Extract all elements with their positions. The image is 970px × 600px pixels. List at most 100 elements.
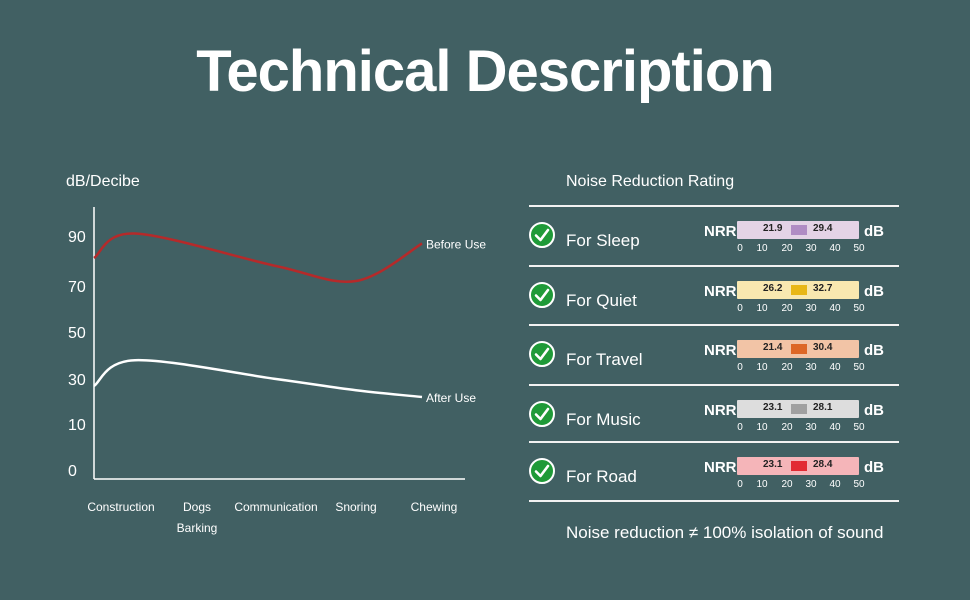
nrr-scale: 0 10 20 30 40 50	[737, 303, 865, 315]
scale-tick: 40	[829, 243, 841, 254]
nrr-value-high: 28.1	[813, 402, 833, 413]
scale-tick: 10	[756, 243, 768, 254]
nrr-label: NRR	[704, 402, 737, 419]
series-label: After Use	[426, 391, 476, 405]
nrr-row: For Sleep NRR 21.9 29.4 dB 0 10 20 30 40 50	[529, 207, 899, 264]
db-label: dB	[864, 459, 884, 476]
nrr-scale: 0 10 20 30 40 50	[737, 362, 865, 374]
y-tick-label: 10	[68, 417, 86, 434]
scale-tick: 50	[853, 243, 865, 254]
nrr-rating-bar: 23.1 28.1	[737, 400, 859, 418]
scale-tick: 0	[737, 479, 743, 490]
nrr-scale: 0 10 20 30 40 50	[737, 243, 865, 255]
scale-tick: 40	[829, 303, 841, 314]
scale-tick: 50	[853, 479, 865, 490]
y-tick-label: 50	[68, 325, 86, 342]
nrr-label: NRR	[704, 223, 737, 240]
scale-tick: 30	[805, 362, 817, 373]
nrr-row-label: For Music	[566, 410, 641, 429]
nrr-section-title: Noise Reduction Rating	[566, 173, 735, 190]
nrr-swatch	[791, 404, 807, 414]
nrr-rating-bar: 26.2 32.7	[737, 281, 859, 299]
y-tick-label: 30	[68, 372, 86, 389]
x-tick-label: Communication	[234, 500, 317, 514]
x-tick-label: Construction	[87, 500, 154, 514]
nrr-row-label: For Travel	[566, 350, 643, 369]
noise-level-chart: 0 10 30 50 70 90 Construction Dogs Barking Commu…	[68, 207, 486, 535]
db-label: dB	[864, 223, 884, 240]
scale-tick: 30	[805, 303, 817, 314]
row-divider	[529, 500, 899, 502]
scale-tick: 20	[781, 303, 793, 314]
x-tick-label: Chewing	[411, 500, 458, 514]
scale-tick: 50	[853, 362, 865, 373]
nrr-rating-bar: 21.4 30.4	[737, 340, 859, 358]
scale-tick: 10	[756, 303, 768, 314]
db-label: dB	[864, 283, 884, 300]
y-tick-label: 0	[68, 463, 77, 480]
nrr-label: NRR	[704, 342, 737, 359]
nrr-scale: 0 10 20 30 40 50	[737, 479, 865, 491]
nrr-row-label: For Road	[566, 467, 637, 486]
scale-tick: 10	[756, 479, 768, 490]
scale-tick: 20	[781, 362, 793, 373]
nrr-rating-bar: 21.9 29.4	[737, 221, 859, 239]
scale-tick: 20	[781, 243, 793, 254]
nrr-row: For Music NRR 23.1 28.1 dB 0 10 20 30 40 50	[529, 386, 899, 443]
series-label: Before Use	[426, 238, 486, 252]
nrr-value-low: 26.2	[763, 283, 783, 294]
nrr-value-high: 32.7	[813, 283, 833, 294]
nrr-swatch	[791, 344, 807, 354]
nrr-value-high: 29.4	[813, 223, 833, 234]
x-tick-label: Snoring	[335, 500, 376, 514]
x-tick-label: Dogs Barking	[177, 500, 218, 535]
row-divider	[529, 205, 899, 207]
nrr-row: For Travel NRR 21.4 30.4 dB 0 10 20 30 40 50	[529, 326, 899, 383]
scale-tick: 20	[781, 479, 793, 490]
row-divider	[529, 324, 899, 326]
page-title: Technical Description	[196, 39, 774, 104]
nrr-label: NRR	[704, 283, 737, 300]
nrr-scale: 0 10 20 30 40 50	[737, 422, 865, 434]
scale-tick: 40	[829, 362, 841, 373]
db-label: dB	[864, 342, 884, 359]
after-use-line	[93, 358, 423, 399]
nrr-label: NRR	[704, 459, 737, 476]
nrr-swatch	[791, 461, 807, 471]
scale-tick: 0	[737, 422, 743, 433]
scale-tick: 50	[853, 303, 865, 314]
before-use-line	[93, 232, 423, 283]
nrr-swatch	[791, 225, 807, 235]
row-divider	[529, 441, 899, 443]
row-divider	[529, 265, 899, 267]
nrr-value-high: 30.4	[813, 342, 833, 353]
scale-tick: 0	[737, 362, 743, 373]
y-tick-label: 90	[68, 229, 86, 246]
scale-tick: 0	[737, 303, 743, 314]
check-icon	[529, 401, 555, 427]
nrr-value-low: 21.4	[763, 342, 783, 353]
check-icon	[529, 341, 555, 367]
check-icon	[529, 458, 555, 484]
scale-tick: 0	[737, 243, 743, 254]
nrr-footnote: Noise reduction ≠ 100% isolation of soun…	[566, 523, 884, 542]
scale-tick: 20	[781, 422, 793, 433]
nrr-value-high: 28.4	[813, 459, 833, 470]
scale-tick: 50	[853, 422, 865, 433]
scale-tick: 30	[805, 422, 817, 433]
scale-tick: 30	[805, 479, 817, 490]
scale-tick: 30	[805, 243, 817, 254]
scale-tick: 10	[756, 362, 768, 373]
check-icon	[529, 282, 555, 308]
chart-y-axis-label: dB/Decibe	[66, 173, 140, 190]
nrr-row: For Quiet NRR 26.2 32.7 dB 0 10 20 30 40 50	[529, 267, 899, 324]
nrr-value-low: 23.1	[763, 459, 783, 470]
check-icon	[529, 222, 555, 248]
scale-tick: 40	[829, 422, 841, 433]
nrr-value-low: 21.9	[763, 223, 783, 234]
row-divider	[529, 384, 899, 386]
nrr-value-low: 23.1	[763, 402, 783, 413]
y-tick-label: 70	[68, 279, 86, 296]
scale-tick: 10	[756, 422, 768, 433]
nrr-row: For Road NRR 23.1 28.4 dB 0 10 20 30 40 50	[529, 443, 899, 500]
